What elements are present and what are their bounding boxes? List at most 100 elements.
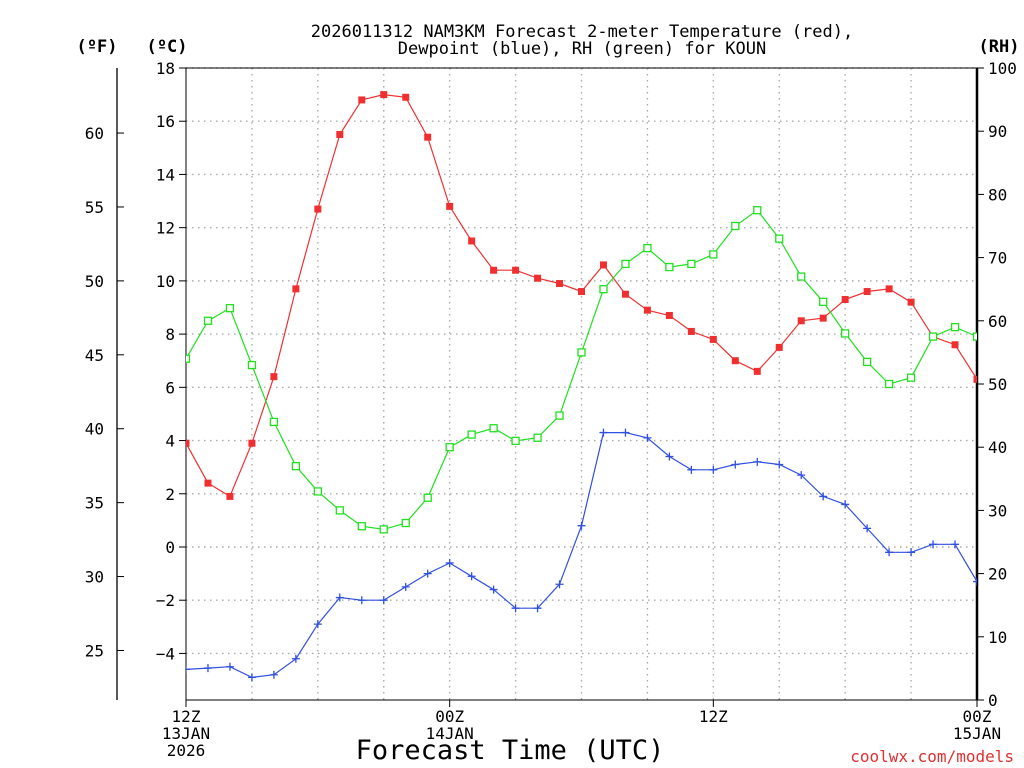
f-tick-label: 45 [85,346,104,365]
chart-axes [116,67,984,707]
c-tick-label: 18 [156,59,175,78]
dewpoint-point [533,604,542,613]
f-tick-label: 25 [85,641,104,660]
rh-point [928,332,938,341]
x-tick-label: 12Z [172,707,201,726]
rh-point [225,304,235,313]
temperature-point [775,343,783,351]
temperature-point [797,317,805,325]
rh-point [950,322,960,332]
rh-tick-label: 100 [988,59,1017,78]
temperature-point [621,290,629,298]
temperature-point [446,202,454,210]
rh-point [423,493,432,502]
dewpoint-point [819,492,828,501]
rh-point [203,316,213,325]
series-layer [186,91,1024,682]
temperature-point [468,237,476,245]
temperature-point [204,479,212,487]
rh-tick-label: 50 [988,375,1007,394]
dewpoint-point [423,569,432,578]
temperature-point [819,314,827,322]
c-tick-label: 0 [165,538,175,557]
watermark: coolwx.com/models [850,747,1014,766]
dewpoint-point [643,433,652,442]
dewpoint-point [731,460,740,469]
temperature-point [753,367,761,375]
dewpoint-point [269,670,278,679]
dewpoint-point [186,665,190,674]
dewpoint-point [577,521,586,530]
dewpoint-point [1017,564,1024,572]
rh-tick-label: 30 [988,501,1007,520]
temperature-point [841,296,849,304]
dewpoint-point [621,428,630,437]
series-line-rh [186,209,977,531]
temperature-point [951,341,959,349]
dewpoint-point [291,654,300,663]
dewpoint-point [929,540,938,549]
dewpoint-point [445,558,454,567]
rh-tick-label: 80 [988,185,1007,204]
c-tick-label: 12 [156,219,175,238]
dewpoint-point [863,524,872,533]
rh-point [972,332,977,341]
rh-point [186,354,191,363]
temperature-point [643,306,651,314]
temperature-point [402,93,410,101]
x-tick-label: 15JAN [953,724,1001,743]
f-tick-label: 40 [85,420,104,439]
rh-point [335,506,344,515]
dewpoint-point [885,548,894,557]
temperature-point [731,357,739,365]
temperature-point [226,492,234,500]
temperature-point [709,335,717,343]
dewpoint-point [401,582,410,591]
temperature-point [186,439,190,447]
dewpoint-point [841,500,850,509]
rh-tick-label: 10 [988,628,1007,647]
rh-point [357,522,366,531]
temperature-point [314,205,322,213]
rh-point [511,436,520,446]
c-tick-label: 16 [156,112,175,131]
series-line-dewpoint [186,432,977,679]
temperature-point [292,285,300,293]
temperature-point [687,327,695,335]
x-tick-label: 00Z [963,707,992,726]
c-tick-label: 4 [165,432,175,451]
rh-tick-label: 60 [988,312,1007,331]
rh-point [445,443,454,452]
x-axis-title: Forecast Time (UTC) [356,735,665,766]
dewpoint-point [247,673,256,682]
rh-point [819,297,828,306]
x-tick-label: 2026 [167,741,206,760]
dewpoint-point [357,596,366,605]
x-tick-label: 14JAN [426,724,474,743]
f-tick-label: 35 [85,494,104,513]
dewpoint-point [467,572,476,581]
temperature-point [885,285,893,293]
c-tick-label: 10 [156,272,175,291]
dewpoint-point [599,428,608,437]
x-tick-label: 13JAN [162,724,210,743]
rh-point [709,250,718,259]
rh-point [753,206,762,215]
rh-point [797,272,806,281]
temperature-point [665,311,673,319]
axis-labels: −4 −2 0 2 4 6 8 10 12 14 16 18 25 30 35 40 45 50 55 60 0 10 20… [85,59,1017,760]
f-tick-label: 50 [85,272,104,291]
dewpoint-point [511,604,520,613]
f-tick-label: 55 [85,198,104,217]
rh-point [577,348,586,357]
dewpoint-point [687,465,696,474]
unit-c-label: (ºC) [147,37,188,57]
dewpoint-point [797,471,806,480]
rh-point [775,234,784,243]
c-tick-label: 8 [165,325,175,344]
temperature-point [973,375,977,383]
x-tick-label: 12Z [699,707,728,726]
dewpoint-point [951,540,960,549]
rh-tick-label: 90 [988,122,1007,141]
